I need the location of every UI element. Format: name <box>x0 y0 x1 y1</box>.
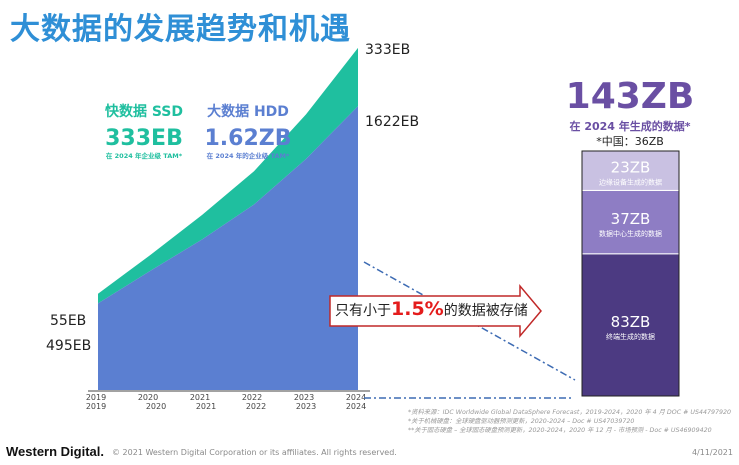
page-title: 大数据的发展趋势和机遇 <box>10 12 351 47</box>
x-tick-lower: 2021 <box>196 402 216 411</box>
bar-category-label: 边缘设备生成的数据 <box>599 178 662 187</box>
bar-value-label: 23ZB <box>611 159 651 177</box>
copyright-text: © 2021 Western Digital Corporation or it… <box>112 448 397 457</box>
storage-arrow <box>329 283 542 339</box>
bar-total-sub: 在 2024 年生成的数据* <box>569 119 690 133</box>
x-tick-upper: 2021 <box>190 393 210 402</box>
x-tick-lower: 2019 <box>86 402 106 411</box>
bar-value-label: 37ZB <box>611 210 651 228</box>
bar-segment <box>581 253 680 397</box>
end-label-hdd: 1622EB <box>365 114 419 130</box>
china-note: *中国：36ZB <box>596 135 664 148</box>
end-label-ssd: 333EB <box>365 42 410 58</box>
start-label-ssd: 55EB <box>50 313 86 329</box>
source-note-1: *资料来源：IDC Worldwide Global DataSphere Fo… <box>408 409 732 416</box>
x-tick-upper: 2020 <box>138 393 158 402</box>
x-tick-lower: 2022 <box>246 402 266 411</box>
callout-title: 快数据 SSD <box>105 103 183 120</box>
hdd-area <box>98 106 358 391</box>
bar-category-label: 数据中心生成的数据 <box>599 229 662 238</box>
bar-outline <box>581 150 680 397</box>
x-tick-upper: 2023 <box>294 393 314 402</box>
callout-value: 333EB <box>105 126 183 151</box>
area-chart: 2019 2020 2021 2022 2023 2024 2019 2020 2021 2022… <box>46 42 419 411</box>
bar-value-label: 83ZB <box>611 313 651 331</box>
annotations <box>329 261 576 399</box>
bar-total-label: 143ZB <box>566 76 695 117</box>
source-note-3: **关于固态硬盘 – 全球固态硬盘预测更新，2020-2024，2020 年 1… <box>408 427 712 434</box>
x-tick-lower: 2020 <box>146 402 166 411</box>
slide-date: 4/11/2021 <box>691 448 733 457</box>
callout-value: 1.62ZB <box>204 126 291 151</box>
arrow-text-after: 的数据被存储 <box>443 303 528 319</box>
callout-title: 大数据 HDD <box>207 103 289 120</box>
callout-sub: 在 2024 年企业级 TAM* <box>106 151 183 160</box>
x-tick-upper: 2022 <box>242 393 262 402</box>
x-tick-upper: 2019 <box>86 393 106 402</box>
company-logo: Western Digital. <box>6 444 105 459</box>
source-note-2: *关于机械硬盘：全球硬盘驱动器预测更新，2020-2024 – Doc # US… <box>408 418 635 425</box>
arrow-text-before: 只有小于 <box>335 303 391 319</box>
storage-arrow-label: 只有小于1.5%的数据被存储 <box>335 298 528 320</box>
callout-sub: 在 2024 年的企业级 TAM* <box>207 151 290 160</box>
x-tick-lower: 2024 <box>346 402 366 411</box>
ssd-area <box>98 47 358 304</box>
bar-category-label: 终端生成的数据 <box>606 332 655 341</box>
start-label-hdd: 495EB <box>46 338 91 354</box>
x-tick-upper: 2024 <box>346 393 366 402</box>
arrow-highlight: 1.5% <box>391 298 444 320</box>
x-tick-lower: 2023 <box>296 402 316 411</box>
